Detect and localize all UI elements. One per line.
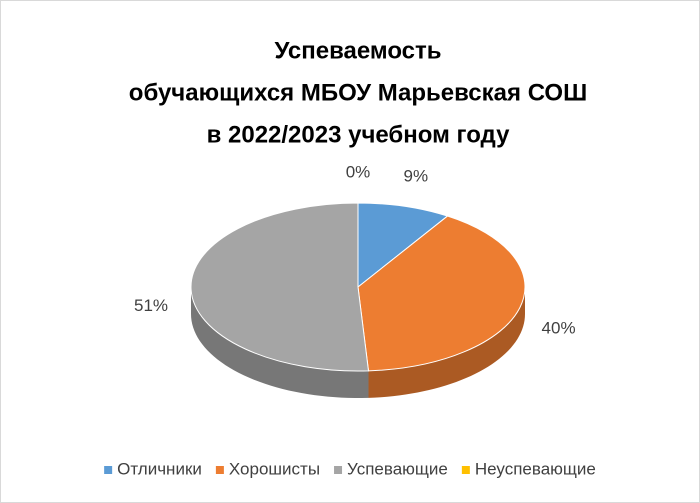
chart-title: в 2022/2023 учебном году <box>207 121 510 148</box>
slice <box>190 202 370 372</box>
legend-marker <box>461 466 470 474</box>
legend-label: Хорошисты <box>229 459 320 478</box>
legend: Отличники Хорошисты Успевающие Неуспевающие <box>104 459 596 478</box>
data-label: 51% <box>134 296 168 315</box>
legend-marker <box>334 466 343 474</box>
legend-marker <box>215 466 224 474</box>
slice <box>357 202 449 289</box>
legend-marker <box>104 466 113 474</box>
legend-label: Успевающие <box>347 459 448 478</box>
data-label: 9% <box>403 166 428 185</box>
slice <box>357 215 526 372</box>
chart-title: обучающихся МБОУ Марьевская СОШ <box>129 79 587 106</box>
data-label: 0% <box>346 162 371 181</box>
slice-side <box>191 287 369 398</box>
data-label: 40% <box>542 319 576 338</box>
legend-label: Неуспевающие <box>475 459 596 478</box>
legend-label: Отличники <box>117 459 202 478</box>
slice-side <box>368 287 525 398</box>
chart-title: Успеваемость <box>274 37 441 64</box>
